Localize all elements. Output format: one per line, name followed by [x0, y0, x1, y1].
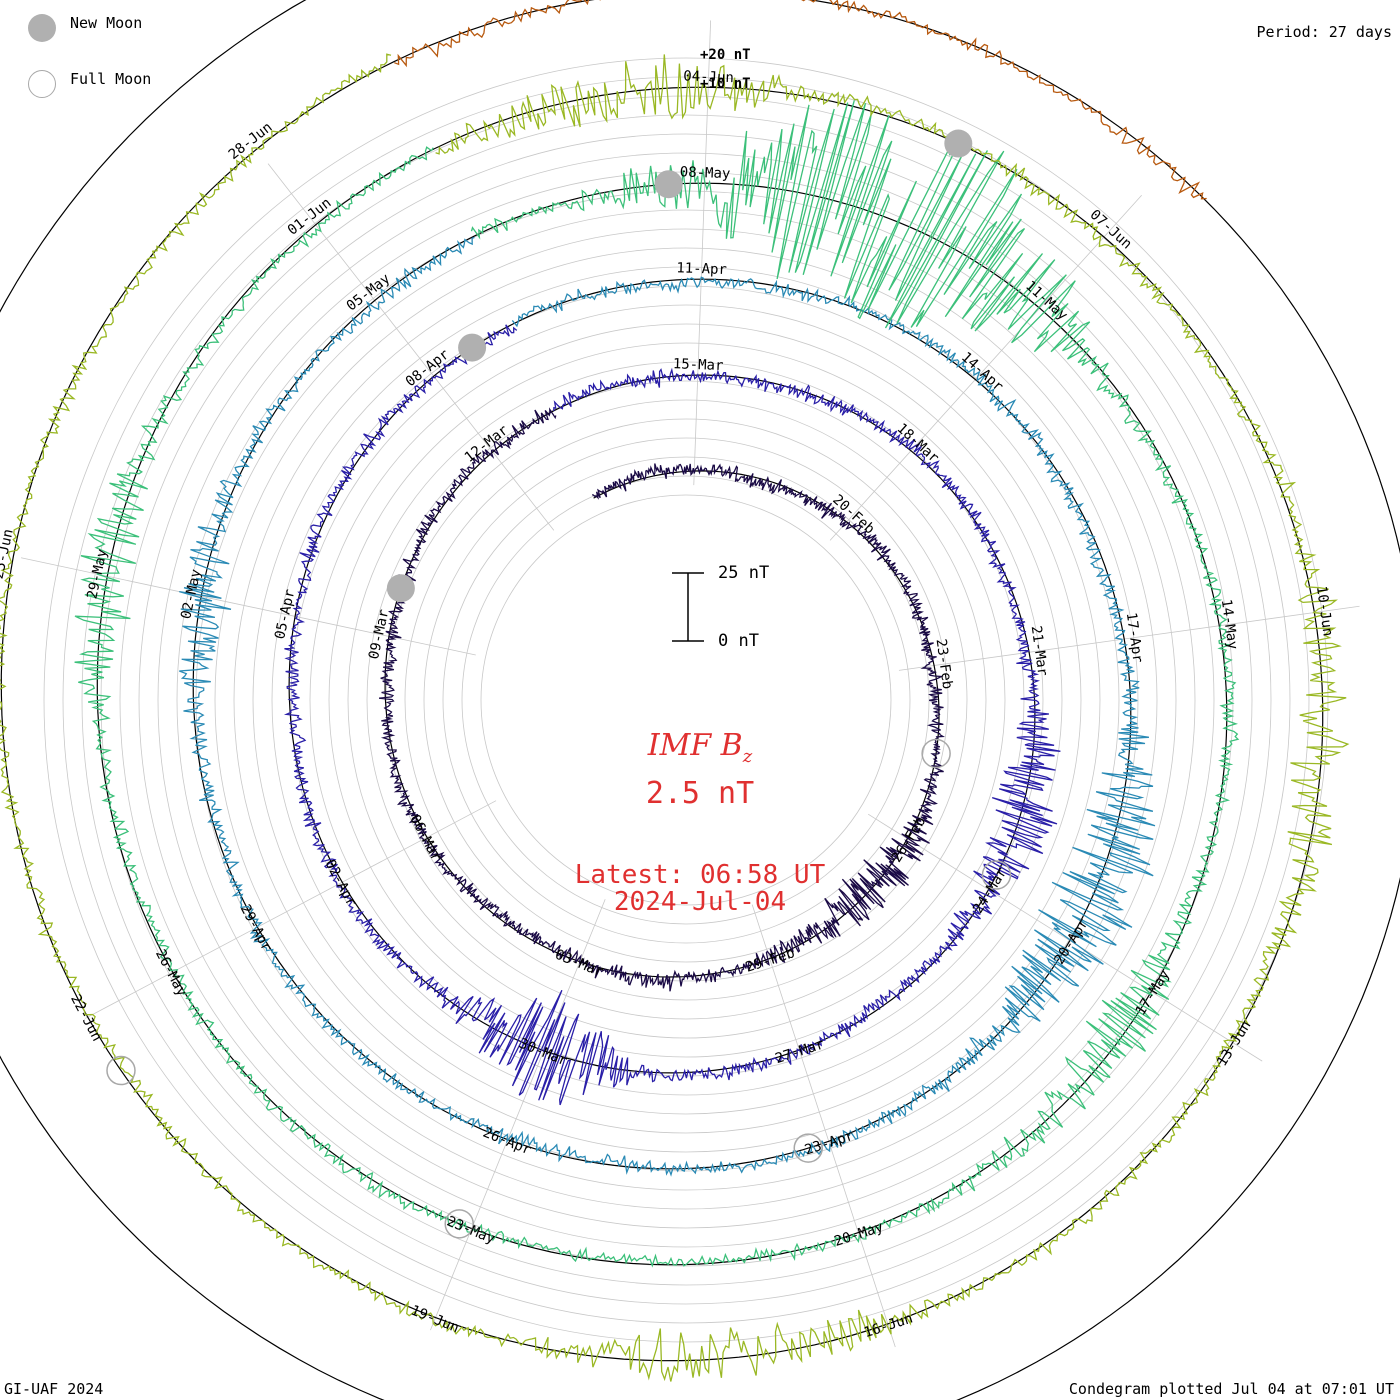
date-spokes — [20, 20, 1360, 1348]
reference-ring — [214, 228, 1158, 1172]
reference-ring — [366, 380, 1006, 1020]
series-line-3 — [179, 236, 1156, 1177]
reference-ring — [461, 475, 911, 925]
full-moon-marker — [106, 1055, 136, 1086]
reference-ring — [347, 361, 1025, 1039]
latest-time: Latest: 06:58 UT — [574, 860, 826, 890]
date-label: 28-Jun — [226, 119, 276, 163]
series-line-1 — [379, 407, 946, 992]
footer-plotted: Condegram plotted Jul 04 at 07:01 UT — [1068, 1380, 1394, 1398]
full-moon-marker — [981, 860, 1012, 890]
date-spoke — [693, 20, 712, 486]
date-label: 02-May — [178, 568, 204, 621]
new-moon-legend-label: New Moon — [70, 14, 143, 32]
reference-ring — [119, 133, 1253, 1267]
date-label: 07-Jun — [1087, 207, 1135, 253]
date-label: 03-Mar — [553, 947, 606, 981]
date-label: 11-Apr — [676, 260, 727, 278]
reference-ring — [100, 114, 1272, 1286]
scale-bar-high-label: 25 nT — [718, 563, 770, 583]
date-spoke — [84, 800, 497, 1019]
reference-ring — [442, 456, 930, 944]
full-moon-marker — [444, 1209, 474, 1239]
new-moon-legend-icon — [28, 14, 56, 42]
new-moon-marker — [654, 170, 683, 199]
full-moon-marker — [793, 1133, 823, 1163]
full-moon-legend-icon — [28, 70, 56, 98]
date-label: 20-May — [832, 1219, 885, 1250]
date-label: 29-May — [84, 548, 110, 601]
footer-credit: GI-UAF 2024 — [4, 1380, 104, 1398]
reference-ring — [62, 76, 1310, 1324]
period-label: Period: 27 days — [1256, 23, 1392, 41]
center-title-subscript: z — [742, 746, 753, 767]
reference-ring — [157, 171, 1215, 1229]
date-label: 22-Jun — [67, 992, 105, 1044]
reference-ring — [309, 323, 1063, 1077]
current-value: 2.5 nT — [645, 776, 755, 811]
series-line-2 — [283, 324, 1061, 1106]
date-label: 23-Feb — [933, 638, 956, 690]
date-label: 17-Apr — [1123, 611, 1146, 663]
latest-date: 2024-Jul-04 — [613, 887, 787, 917]
date-label: 14-May — [1218, 598, 1241, 650]
reference-ring — [43, 57, 1329, 1343]
scale-bar — [672, 572, 704, 642]
scale-bar-low-label: 0 nT — [718, 631, 759, 651]
date-label: 04-Jun — [683, 68, 734, 86]
reference-ring — [252, 266, 1120, 1134]
date-label: 13-Jun — [1214, 1018, 1254, 1069]
date-label: 06-Mar — [406, 812, 444, 864]
date-label: 27-Mar — [773, 1036, 826, 1067]
reference-ring — [423, 437, 949, 963]
date-label: 14-Apr — [958, 349, 1006, 395]
date-label: 23-Apr — [803, 1128, 856, 1159]
reference-ring — [233, 247, 1139, 1153]
new-moon-marker — [386, 574, 415, 603]
new-moon-marker — [458, 333, 487, 362]
date-label: 26-Apr — [480, 1125, 533, 1159]
series-line-5 — [0, 53, 1350, 1382]
new-moon-marker — [944, 129, 973, 158]
date-label: 26-May — [152, 947, 190, 999]
date-label: 19-Jun — [408, 1303, 461, 1337]
date-spoke — [898, 605, 1360, 671]
date-spoke — [829, 194, 1142, 541]
center-title: IMF Bz — [0, 728, 1400, 767]
date-spoke — [751, 904, 896, 1348]
date-label: 11-May — [1022, 278, 1070, 324]
ring-label-10nt: +10 nT — [700, 76, 751, 92]
center-title-main: IMF B — [647, 728, 743, 763]
series-line-4 — [74, 100, 1240, 1268]
date-label: 17-May — [1133, 967, 1173, 1018]
series-line-6 — [394, 0, 1207, 200]
date-label: 12-Mar — [462, 422, 512, 466]
date-label: 05-Apr — [272, 588, 298, 641]
date-spoke — [430, 899, 606, 1331]
date-label: 23-May — [444, 1214, 497, 1248]
full-moon-legend-label: Full Moon — [70, 70, 152, 88]
date-label: 21-Mar — [1028, 625, 1051, 677]
reference-ring — [480, 494, 892, 906]
bz-series — [0, 0, 1350, 1382]
date-label: 10-Jun — [1313, 585, 1336, 637]
date-label: 09-Mar — [366, 608, 392, 661]
reference-ring — [138, 152, 1234, 1248]
full-moon-marker — [921, 738, 951, 769]
date-label: 08-May — [680, 164, 731, 182]
ring-label-20nt: +20 nT — [700, 47, 751, 63]
moon-markers — [106, 129, 1012, 1239]
date-spoke — [867, 813, 1263, 1062]
reference-ring — [328, 342, 1044, 1058]
reference-ring — [271, 285, 1101, 1115]
reference-ring — [404, 418, 968, 982]
reference-ring — [195, 209, 1177, 1191]
date-label: 15-Mar — [673, 356, 724, 374]
